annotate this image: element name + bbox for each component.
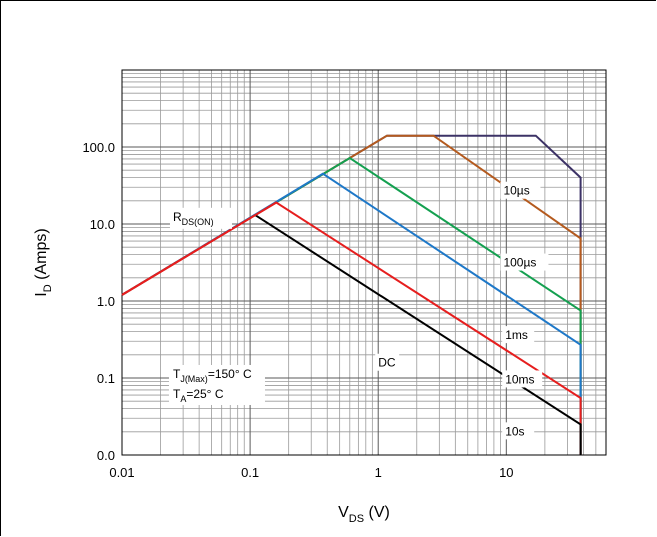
curve-label-bg <box>502 370 543 388</box>
curve-label: 10µs <box>503 184 529 198</box>
y-axis-label: ID (Amps) <box>33 228 54 296</box>
y-tick-label: 10.0 <box>90 217 115 232</box>
condition-ta-label: TA=25° C <box>173 387 224 404</box>
curve-label-bg <box>502 326 535 344</box>
curve-label: 1ms <box>505 328 528 342</box>
series-line-1ms <box>121 156 582 455</box>
curve-label: DC <box>378 356 396 370</box>
condition-tj-label: TJ(Max)=150° C <box>173 367 252 384</box>
x-tick-label: 10 <box>499 465 513 480</box>
x-axis-label: VDS (V) <box>338 504 390 525</box>
series-lines <box>121 134 582 455</box>
x-tick-label: 1 <box>375 465 382 480</box>
curve-labels: 10µs 100µs 1ms 10ms 10s DC <box>168 181 549 440</box>
rds-label-bg <box>169 207 232 229</box>
y-tick-labels: 0.0 0.1 1.0 10.0 100.0 <box>82 140 115 463</box>
y-tick-label: 100.0 <box>82 140 115 155</box>
x-tick-label: 0.01 <box>109 465 134 480</box>
curve-label: 10ms <box>505 372 534 386</box>
plot-border <box>121 69 607 456</box>
series-line-dc <box>254 214 582 455</box>
rds-on-line <box>121 201 277 296</box>
curve-label: 100µs <box>503 256 536 270</box>
curve-label-bg <box>500 253 549 271</box>
curve-label: 10s <box>505 424 524 438</box>
y-tick-label: 0.1 <box>97 371 115 386</box>
curve-label-bg <box>502 422 535 440</box>
rds-on-label: RDS(ON) <box>173 210 214 227</box>
y-tick-label: 0.0 <box>97 448 115 463</box>
conditions-bg <box>168 365 265 405</box>
curve-label-bg <box>500 181 541 199</box>
y-tick-label: 1.0 <box>97 294 115 309</box>
curve-label-bg <box>375 353 400 371</box>
x-tick-label: 0.1 <box>241 465 259 480</box>
x-tick-labels: 0.01 0.1 1 10 <box>109 465 513 480</box>
